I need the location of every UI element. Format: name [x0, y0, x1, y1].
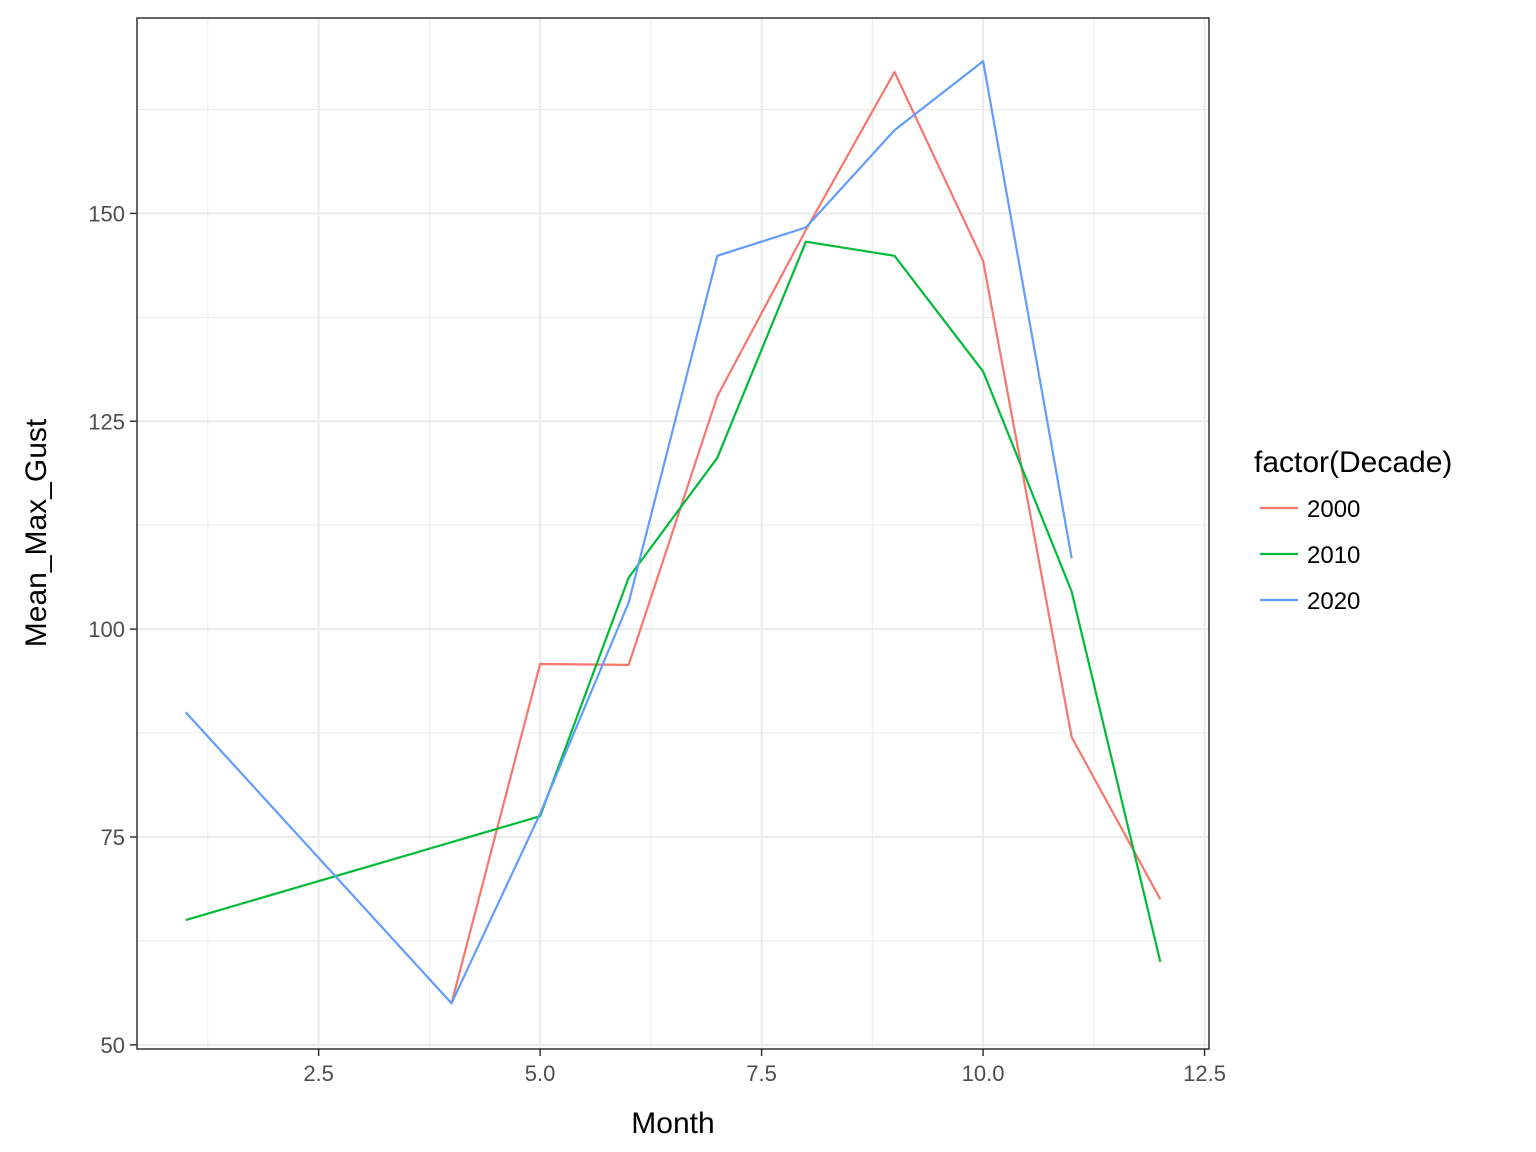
- grid-lines: [137, 18, 1209, 1049]
- x-tick-label: 2.5: [303, 1061, 334, 1086]
- axis-ticks: 2.5 5.0 7.5 10.0 12.5 50 75 100 125 150: [88, 201, 1226, 1086]
- y-tick-label: 125: [88, 409, 125, 434]
- y-tick-label: 100: [88, 617, 125, 642]
- series-line-2010: [185, 240, 1162, 962]
- series-line-2020: [184, 60, 1073, 1005]
- y-tick-label: 75: [101, 825, 125, 850]
- y-axis-title: Mean_Max_Gust: [20, 418, 53, 647]
- legend-title: factor(Decade): [1254, 446, 1452, 479]
- x-tick-label: 12.5: [1183, 1061, 1226, 1086]
- y-tick-label: 50: [101, 1033, 125, 1058]
- legend-label-2020: 2020: [1307, 588, 1360, 615]
- series-line-2000: [450, 70, 1162, 1004]
- x-tick-label: 7.5: [746, 1061, 777, 1086]
- x-axis-title: Month: [631, 1107, 714, 1140]
- series-lines: [184, 60, 1162, 1005]
- legend: factor(Decade) 2000 2010 2020: [1254, 446, 1452, 615]
- panel-border: [136, 17, 1210, 1050]
- legend-label-2010: 2010: [1307, 542, 1360, 569]
- y-tick-label: 150: [88, 201, 125, 226]
- x-tick-label: 10.0: [962, 1061, 1005, 1086]
- x-tick-label: 5.0: [525, 1061, 556, 1086]
- legend-items: 2000 2010 2020: [1260, 496, 1360, 615]
- legend-label-2000: 2000: [1307, 496, 1360, 523]
